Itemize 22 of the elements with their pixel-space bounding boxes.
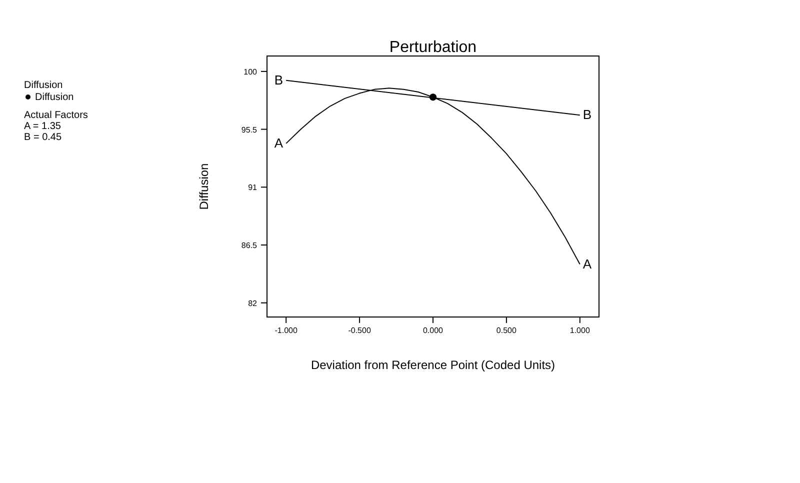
chart-title: Perturbation	[389, 39, 477, 56]
text: A = 1.35	[24, 121, 62, 132]
x-tick-label: 0.000	[422, 326, 444, 335]
x-tick-label: 1.000	[570, 326, 590, 335]
y-axis-title: Diffusion	[197, 163, 211, 210]
y-tick-label: 86.5	[241, 241, 258, 250]
y-tick-label: 95.5	[241, 125, 258, 134]
x-tick-label: 0.500	[496, 326, 518, 335]
y-tick-label: 82	[248, 298, 258, 308]
x-tick-label: -0.500	[348, 326, 372, 335]
text: B = 0.45	[24, 132, 62, 143]
y-tick-label: 100	[244, 67, 258, 76]
x-axis-title: Deviation from Reference Point (Coded Units)	[310, 358, 556, 372]
series-label: A	[274, 135, 284, 150]
legend-title: Diffusion	[24, 80, 63, 91]
legend-label: Diffusion	[35, 92, 74, 103]
x-tick-label: -1.000	[274, 326, 298, 335]
text: B	[582, 107, 592, 122]
text: Actual Factors	[24, 110, 88, 121]
text: A	[582, 256, 592, 272]
series-label: B	[274, 72, 284, 88]
y-tick-label: 91	[248, 183, 258, 192]
